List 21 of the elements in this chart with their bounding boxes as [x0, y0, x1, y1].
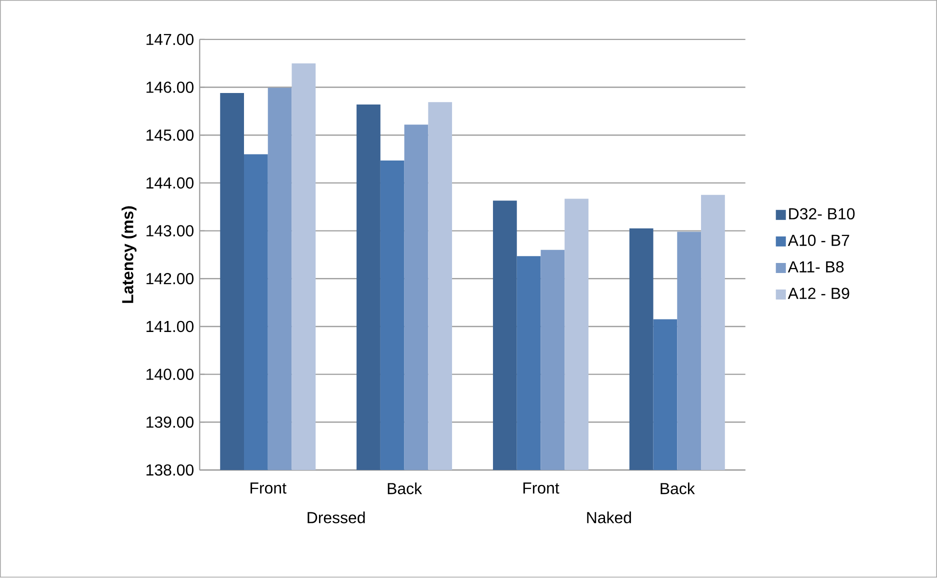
- text: Dressed: [308, 512, 365, 524]
- y-tick-label: 141.00: [146, 321, 194, 332]
- y-tick-label: 138.00: [146, 464, 194, 476]
- legend-label: D32- B10: [789, 208, 855, 220]
- y-tick-label: 147.00: [146, 34, 194, 46]
- y-tick-label: 145.00: [146, 130, 194, 141]
- x-tick-label: Back: [660, 482, 695, 494]
- legend-label: A12 - B9: [788, 288, 850, 300]
- y-tick-label: 142.00: [146, 273, 194, 285]
- x-tick-label: Front: [250, 482, 286, 494]
- y-axis-title: Latency (ms): [122, 206, 136, 304]
- y-tick-label: 140.00: [146, 368, 194, 380]
- text: Naked: [587, 512, 631, 524]
- legend-label: A10 - B7: [788, 234, 850, 246]
- y-tick-label: 144.00: [146, 178, 194, 189]
- legend-label: A11- B8: [788, 261, 844, 273]
- y-tick-label: 146.00: [146, 82, 194, 94]
- y-tick-label: 139.00: [146, 416, 194, 428]
- x-tick-label: Front: [523, 482, 560, 494]
- y-tick-label: 143.00: [146, 225, 194, 237]
- x-tick-label: Back: [388, 482, 422, 494]
